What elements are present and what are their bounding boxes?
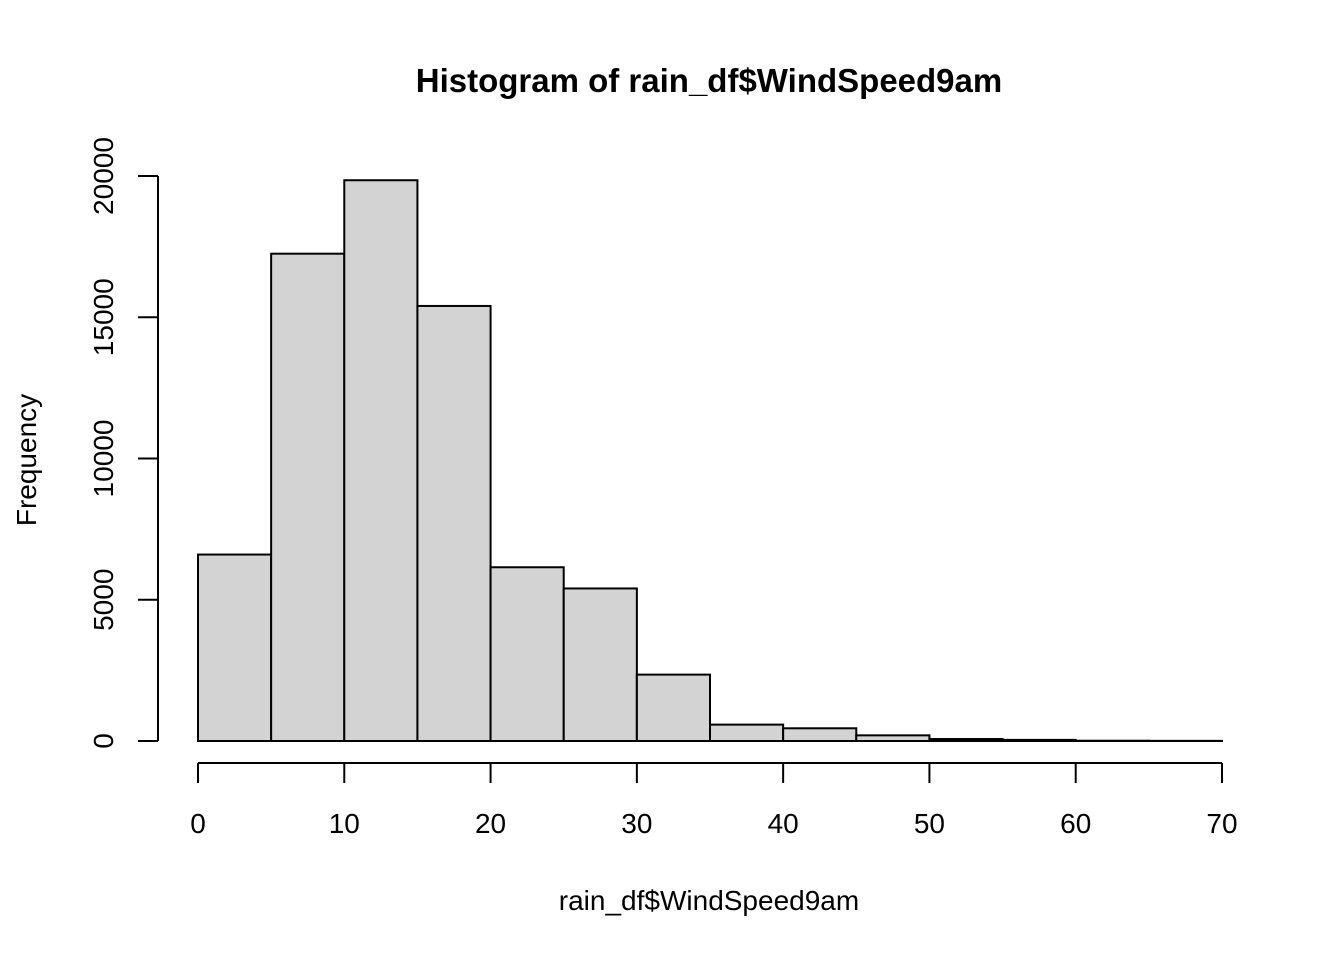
x-tick-label-0: 0 (190, 808, 206, 839)
y-tick-label-3: 15000 (88, 278, 119, 356)
y-axis: 0 5000 10000 15000 20000 (88, 137, 159, 749)
histogram-bar-11 (1001, 738, 1077, 742)
histogram-bar-2 (343, 179, 419, 743)
y-tick-label-2: 10000 (88, 420, 119, 498)
y-tick-label-0: 0 (88, 733, 119, 749)
histogram-bar-4 (489, 566, 565, 743)
x-tick-label-1: 10 (329, 808, 360, 839)
histogram-bar-9 (855, 734, 931, 742)
histogram-bar-7 (709, 723, 785, 742)
x-tick-label-4: 40 (768, 808, 799, 839)
histogram-bar-0 (197, 553, 273, 742)
histogram-bar-8 (782, 727, 858, 742)
histogram-bar-3 (416, 304, 492, 742)
histogram-bar-1 (270, 252, 346, 742)
chart-title: Histogram of rain_df$WindSpeed9am (416, 62, 1002, 99)
histogram-bar-10 (928, 738, 1004, 743)
x-tick-label-2: 20 (475, 808, 506, 839)
y-tick-label-1: 5000 (88, 569, 119, 631)
x-tick-label-5: 50 (914, 808, 945, 839)
x-axis: 0 10 20 30 40 50 60 70 (190, 762, 1238, 839)
histogram-bar-5 (562, 587, 638, 743)
bars-group (197, 179, 1224, 743)
y-axis-label: Frequency (11, 394, 42, 526)
x-tick-label-7: 70 (1206, 808, 1237, 839)
y-tick-label-4: 20000 (88, 137, 119, 215)
histogram-bar-6 (635, 673, 711, 742)
x-tick-label-3: 30 (621, 808, 652, 839)
x-axis-label: rain_df$WindSpeed9am (559, 885, 859, 916)
x-tick-label-6: 60 (1060, 808, 1091, 839)
